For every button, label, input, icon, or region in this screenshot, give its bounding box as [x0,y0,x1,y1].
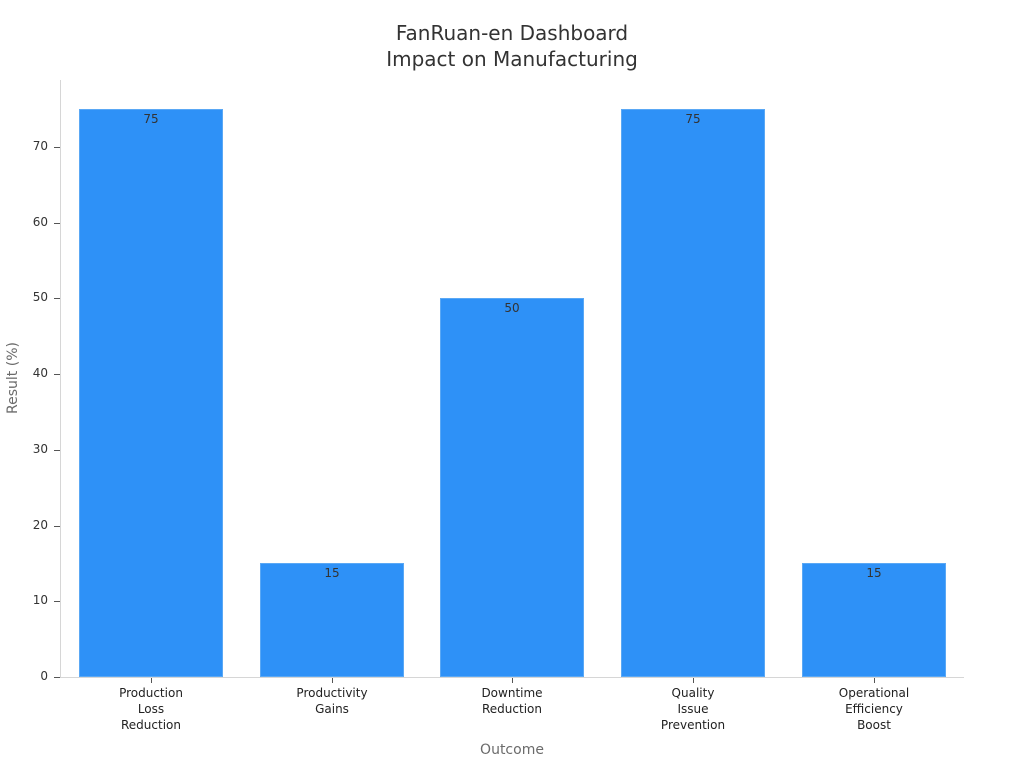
bar[interactable] [260,563,404,677]
y-tick-mark [54,147,60,148]
bar-value-label: 50 [504,301,520,316]
bar[interactable] [621,109,765,677]
y-axis-line [60,80,61,677]
y-tick-label: 10 [32,593,48,608]
bar-value-label: 75 [143,112,159,127]
y-tick-label: 70 [32,139,48,153]
y-tick-mark [54,374,60,376]
y-tick-label: 30 [32,441,48,456]
x-tick-mark [874,678,875,683]
x-tick-label: Production Loss Reduction [119,686,183,732]
x-axis-line [60,677,964,678]
y-tick-label: 60 [32,214,48,229]
bar[interactable] [802,563,946,677]
x-tick-label: Quality Issue Prevention [660,686,726,732]
chart-title-line-1: FanRuan-en Dashboard [395,21,629,45]
y-tick-mark [54,222,60,224]
y-tick-label: 40 [32,366,48,381]
x-tick-mark [151,678,152,683]
x-tick-mark [512,678,513,683]
x-tick-label: Productivity Gains [296,686,368,716]
y-tick-label: 0 [40,669,48,683]
bar[interactable] [440,298,584,677]
bar-value-label: 15 [866,566,882,581]
bar[interactable] [79,109,223,677]
chart-title-line-2: Impact on Manufacturing [386,47,638,71]
y-tick-mark [54,601,60,603]
x-tick-mark [693,678,694,683]
y-tick-mark [54,677,60,678]
bar-value-label: 75 [685,112,701,127]
y-tick-mark [54,298,60,300]
bar-value-label: 15 [324,566,340,581]
y-tick-mark [54,449,60,451]
y-tick-label: 20 [32,517,48,532]
y-tick-mark [54,525,60,527]
x-tick-label: Downtime Reduction [481,686,543,716]
x-tick-mark [332,678,333,683]
x-axis-title: Outcome [480,742,544,758]
y-tick-label: 50 [32,290,48,305]
x-tick-label: Operational Efficiency Boost [838,686,910,732]
